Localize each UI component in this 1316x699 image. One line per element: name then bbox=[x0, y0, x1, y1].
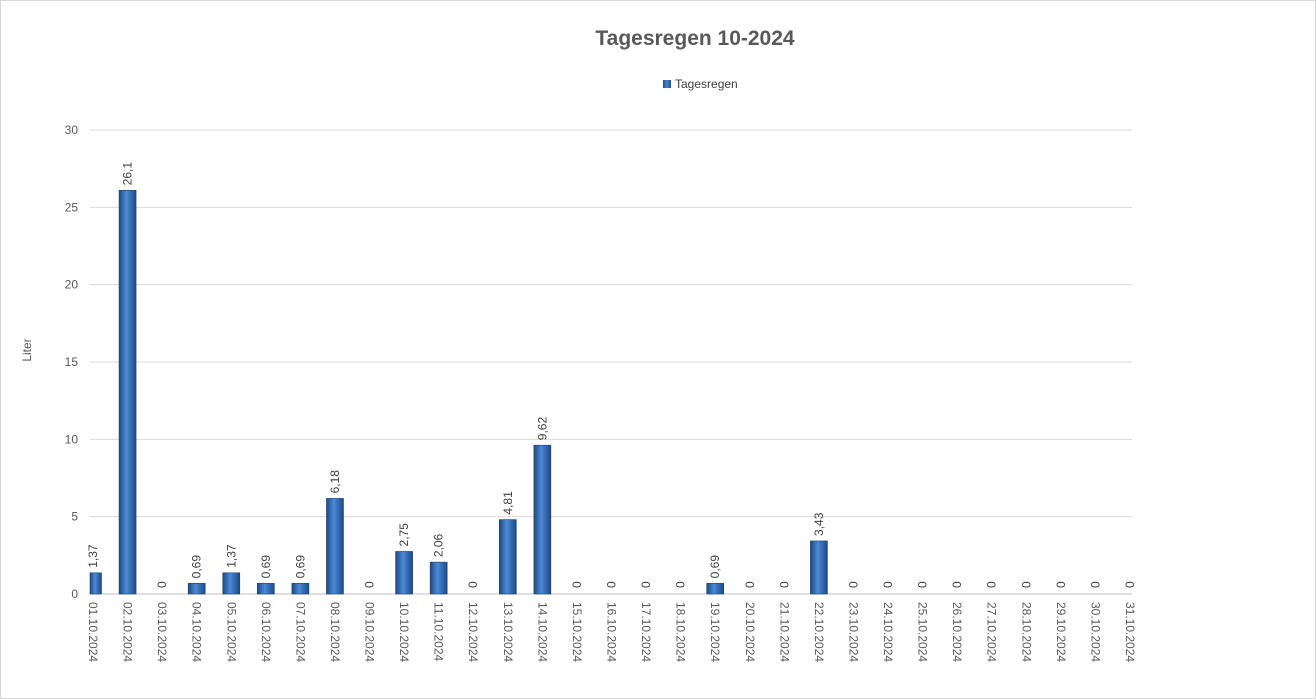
data-label: 0 bbox=[363, 581, 377, 588]
legend-label: Tagesregen bbox=[675, 77, 738, 91]
x-ticks: 01.10.2024 02.10.2024 03.10.2024 04.10.2024… bbox=[86, 602, 1137, 662]
x-tick-label: 04.10.2024 bbox=[190, 602, 204, 662]
data-label: 0 bbox=[916, 581, 930, 588]
data-label: 0 bbox=[1088, 581, 1102, 588]
x-tick-label: 14.10.2024 bbox=[535, 602, 549, 662]
bar bbox=[429, 561, 448, 595]
x-tick-label: 01.10.2024 bbox=[86, 602, 100, 662]
data-label: 0,69 bbox=[293, 555, 307, 579]
data-label: 3,43 bbox=[812, 512, 826, 536]
data-label: 0 bbox=[674, 581, 688, 588]
data-label: 0 bbox=[985, 581, 999, 588]
x-tick-label: 27.10.2024 bbox=[985, 602, 999, 662]
x-tick-label: 07.10.2024 bbox=[293, 602, 307, 662]
bar bbox=[706, 583, 725, 595]
data-label: 6,18 bbox=[328, 470, 342, 494]
bar bbox=[810, 540, 828, 595]
x-tick-label: 09.10.2024 bbox=[363, 602, 377, 662]
data-label: 2,75 bbox=[397, 523, 411, 547]
bar bbox=[89, 572, 102, 595]
x-tick-label: 22.10.2024 bbox=[812, 602, 826, 662]
x-tick-label: 21.10.2024 bbox=[777, 602, 791, 662]
y-tick-label: 10 bbox=[65, 432, 79, 446]
x-tick-label: 26.10.2024 bbox=[950, 602, 964, 662]
data-label: 1,37 bbox=[224, 544, 238, 568]
bars bbox=[89, 190, 828, 595]
x-tick-label: 20.10.2024 bbox=[743, 602, 757, 662]
data-label: 0 bbox=[639, 581, 653, 588]
x-tick-label: 28.10.2024 bbox=[1019, 602, 1033, 662]
x-tick-label: 08.10.2024 bbox=[328, 602, 342, 662]
bar bbox=[222, 572, 241, 595]
chart-title: Tagesregen 10-2024 bbox=[595, 27, 795, 50]
x-tick-label: 31.10.2024 bbox=[1123, 602, 1137, 662]
x-tick-label: 19.10.2024 bbox=[708, 602, 722, 662]
y-tick-label: 25 bbox=[65, 200, 79, 214]
data-label: 0 bbox=[743, 581, 757, 588]
x-tick-label: 13.10.2024 bbox=[501, 602, 515, 662]
y-tick-label: 5 bbox=[71, 510, 78, 524]
x-tick-label: 29.10.2024 bbox=[1054, 602, 1068, 662]
data-label: 0 bbox=[605, 581, 619, 588]
data-label: 0,69 bbox=[190, 555, 204, 579]
x-tick-label: 11.10.2024 bbox=[432, 602, 446, 661]
data-label: 0 bbox=[570, 581, 584, 588]
x-tick-label: 24.10.2024 bbox=[881, 602, 895, 662]
y-tick-label: 30 bbox=[65, 123, 79, 137]
x-tick-label: 30.10.2024 bbox=[1088, 602, 1102, 662]
grid bbox=[90, 129, 1132, 595]
data-label: 0,69 bbox=[708, 555, 722, 579]
y-tick-label: 0 bbox=[71, 587, 78, 601]
legend[interactable]: Tagesregen bbox=[663, 77, 738, 91]
data-label: 0 bbox=[881, 581, 895, 588]
bar bbox=[533, 444, 552, 595]
x-tick-label: 23.10.2024 bbox=[846, 602, 860, 662]
data-label: 26,1 bbox=[121, 162, 135, 186]
x-tick-label: 15.10.2024 bbox=[570, 602, 584, 662]
bar bbox=[395, 551, 413, 595]
y-tick-label: 15 bbox=[65, 355, 79, 369]
x-tick-label: 03.10.2024 bbox=[155, 602, 169, 662]
data-label: 0 bbox=[155, 581, 169, 588]
x-tick-label: 06.10.2024 bbox=[259, 602, 273, 662]
data-label: 2,06 bbox=[432, 533, 446, 557]
bar bbox=[326, 498, 344, 595]
bar bbox=[257, 583, 275, 595]
x-tick-label: 12.10.2024 bbox=[466, 602, 480, 662]
x-tick-label: 02.10.2024 bbox=[121, 602, 135, 662]
bar bbox=[187, 583, 206, 595]
x-tick-label: 18.10.2024 bbox=[674, 602, 688, 662]
x-tick-label: 17.10.2024 bbox=[639, 602, 653, 662]
data-label: 0 bbox=[950, 581, 964, 588]
x-tick-label: 05.10.2024 bbox=[224, 602, 238, 662]
data-label: 0 bbox=[1123, 581, 1137, 588]
x-tick-label: 16.10.2024 bbox=[605, 602, 619, 662]
bar bbox=[291, 583, 310, 595]
x-tick-label: 25.10.2024 bbox=[916, 602, 930, 662]
data-label: 1,37 bbox=[86, 544, 100, 568]
data-label: 0 bbox=[846, 581, 860, 588]
y-tick-label: 20 bbox=[65, 278, 79, 292]
data-label: 0 bbox=[777, 581, 791, 588]
bar bbox=[118, 190, 137, 595]
y-ticks: 0 5 10 15 20 25 30 bbox=[65, 123, 79, 601]
data-label: 4,81 bbox=[501, 491, 515, 515]
data-labels: 1,37 26,1 0 0,69 1,37 0,69 0,69 6,18 0 2,75 2,06 0 4… bbox=[86, 162, 1137, 588]
bar bbox=[498, 519, 517, 595]
data-label: 0,69 bbox=[259, 555, 273, 579]
legend-swatch bbox=[663, 80, 671, 88]
data-label: 0 bbox=[466, 581, 480, 588]
data-label: 0 bbox=[1019, 581, 1033, 588]
x-tick-label: 10.10.2024 bbox=[397, 602, 411, 662]
data-label: 0 bbox=[1054, 581, 1068, 588]
data-label: 9,62 bbox=[535, 417, 549, 441]
